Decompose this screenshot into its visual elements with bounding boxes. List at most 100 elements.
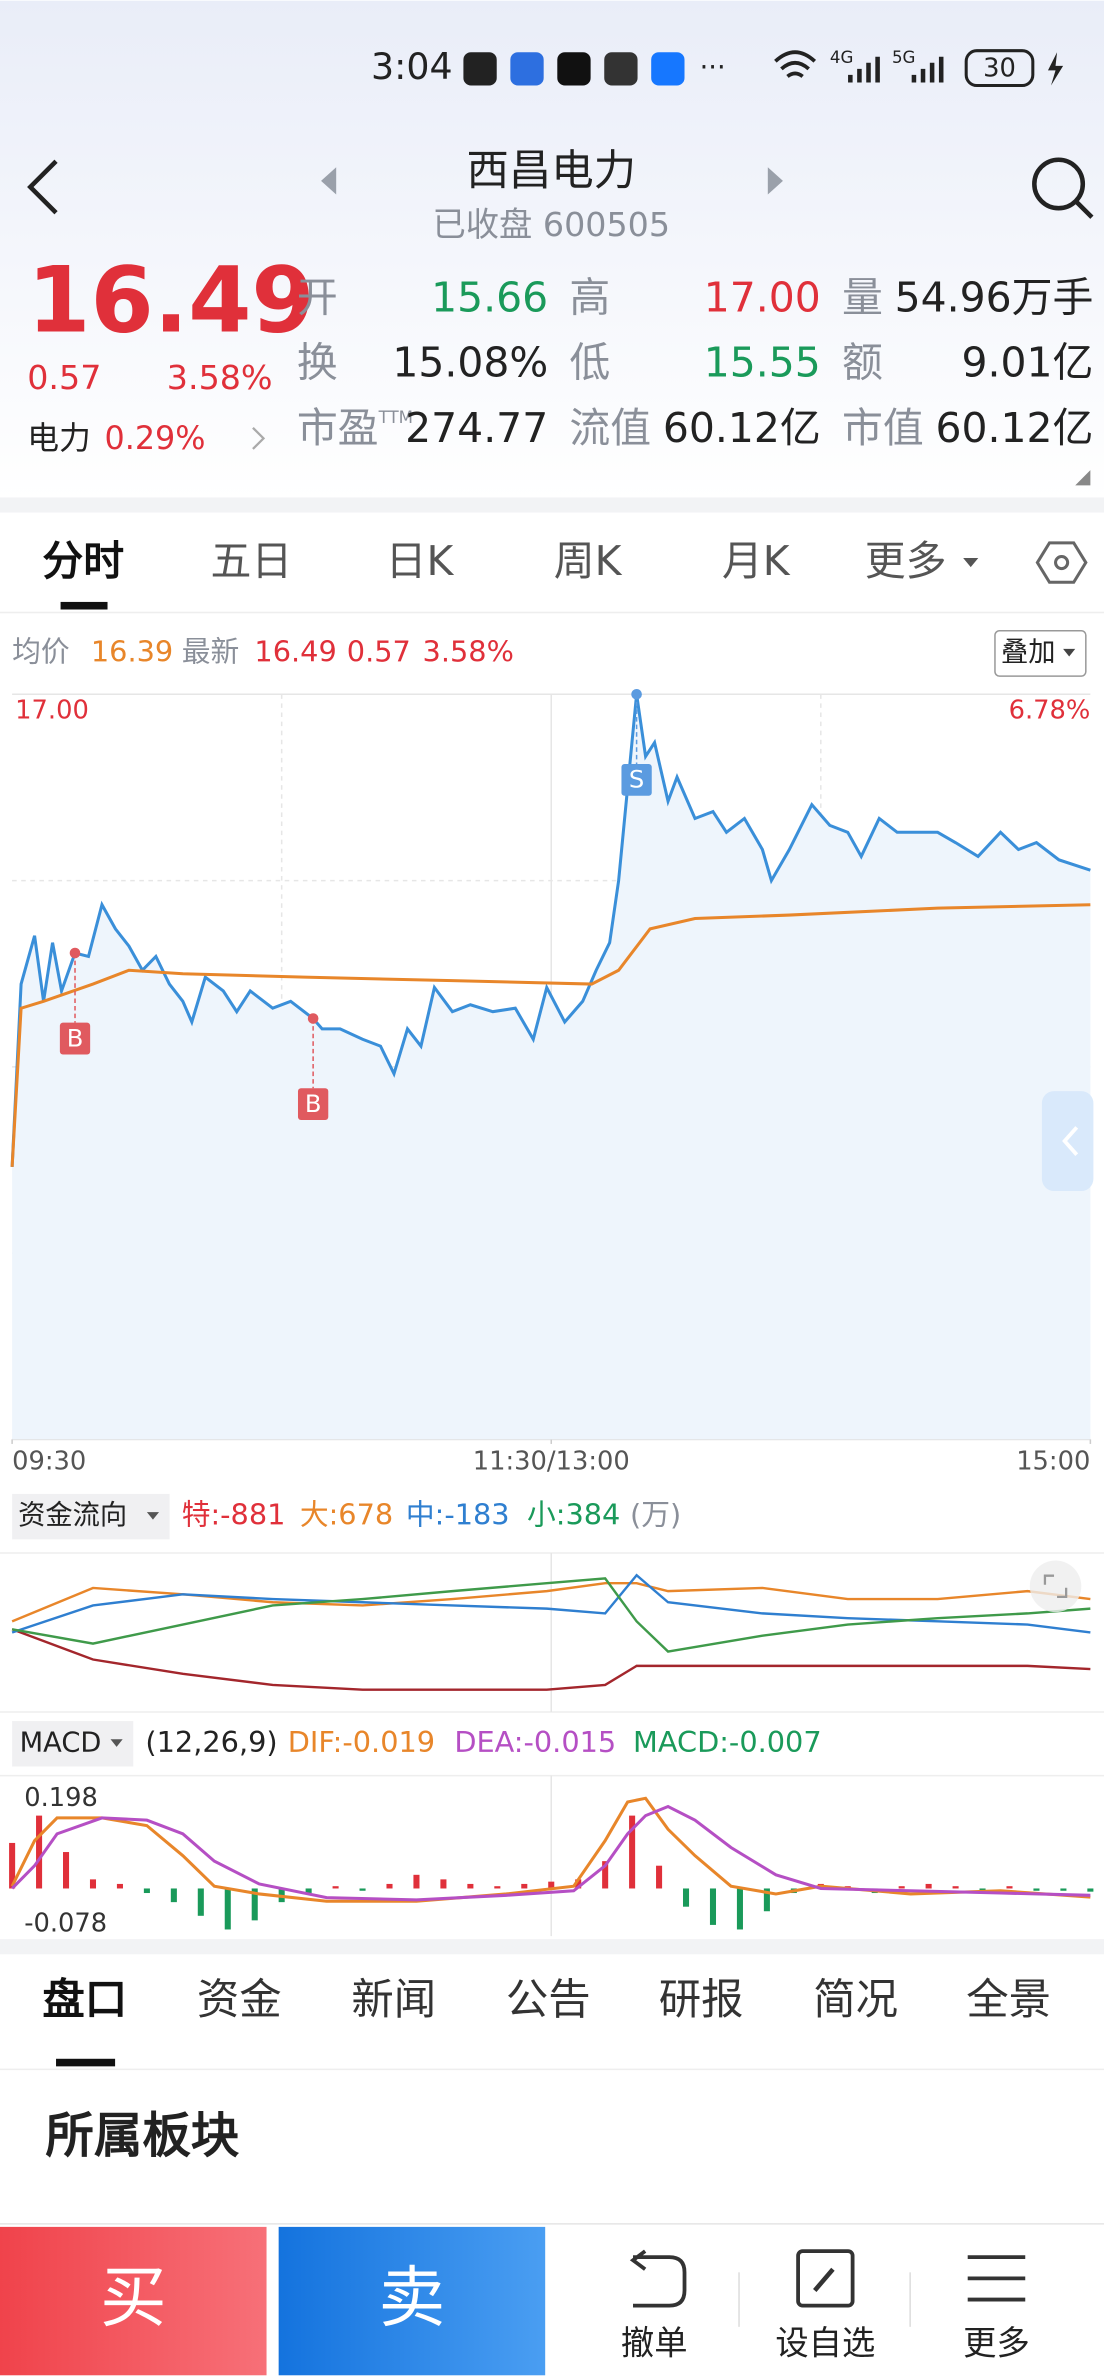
detail-tab[interactable]: 盘口 <box>42 1975 127 2024</box>
side-tab-arrow <box>1062 1126 1079 1156</box>
macd-bar <box>1006 1886 1013 1889</box>
stat-label: 开 <box>297 274 338 322</box>
macd-bar <box>386 1883 393 1889</box>
fullscreen-button[interactable] <box>1029 1560 1082 1613</box>
tool-label[interactable]: 撤单 <box>621 2324 688 2363</box>
buy-label: 买 <box>100 2259 167 2337</box>
macd-bar <box>709 1888 717 1925</box>
price-line <box>10 694 1091 1167</box>
price-area <box>12 694 1091 1440</box>
stat-value: 54.96万手 <box>895 274 1094 322</box>
detail-tab[interactable]: 研报 <box>659 1975 744 2024</box>
macd-bar <box>1087 1888 1094 1892</box>
macd-bar <box>305 1888 312 1894</box>
trade-point <box>631 689 642 700</box>
macd-bar <box>656 1865 663 1889</box>
stat-value: 15.08% <box>392 339 548 387</box>
stat-value: 15.55 <box>704 339 821 387</box>
fund-legend: 特:-881 <box>182 1498 286 1532</box>
legend-value: 16.39 <box>91 634 173 668</box>
cancel-icon <box>629 2249 687 2308</box>
detail-tab[interactable]: 公告 <box>506 1975 591 2024</box>
macd-bar <box>9 1842 16 1889</box>
sell-label: 卖 <box>379 2259 446 2337</box>
fund-selector[interactable] <box>12 1493 170 1540</box>
period-tab[interactable]: 分时 <box>42 537 124 585</box>
battery-level: 30 <box>983 53 1016 83</box>
flow-line <box>11 1628 1091 1691</box>
tool-label[interactable]: 设自选 <box>775 2324 875 2363</box>
back-button[interactable] <box>27 159 58 215</box>
stat-label: 换 <box>297 339 338 387</box>
legend-value: 16.49 <box>254 634 336 668</box>
period-tab[interactable]: 五日 <box>211 537 293 585</box>
x-tick-label: 09:30 <box>12 1447 86 1477</box>
fund-title: 资金流向 <box>18 1500 127 1531</box>
macd-line <box>11 1804 1091 1902</box>
watchlist-icon <box>796 2249 855 2308</box>
charging-icon <box>1047 52 1064 86</box>
macd-bar <box>521 1883 528 1889</box>
settings-button[interactable] <box>1035 541 1088 584</box>
tab-indicator <box>56 2058 116 2067</box>
macd-bar <box>251 1888 258 1921</box>
detail-tab[interactable]: 全景 <box>966 1975 1051 2024</box>
more-arrow <box>963 558 979 568</box>
period-tab[interactable]: 日K <box>386 537 455 585</box>
trade-badge <box>297 1088 329 1121</box>
tab-indicator <box>60 601 108 610</box>
period-tab[interactable]: 月K <box>722 537 791 585</box>
macd-bar <box>629 1815 636 1889</box>
clock: 3:04 <box>371 45 453 88</box>
macd-bar <box>952 1886 959 1889</box>
tool-label[interactable]: 更多 <box>963 2324 1030 2363</box>
fullscreen-icon <box>1043 1574 1068 1599</box>
network-5g: 5G <box>892 48 915 67</box>
y-tick-label: 17.00 <box>15 695 89 725</box>
macd-legend: DIF:-0.019 <box>288 1725 435 1759</box>
section-title: 所属板块 <box>45 2108 239 2164</box>
macd-bar <box>1033 1888 1040 1891</box>
period-tab[interactable]: 周K <box>554 537 623 585</box>
detail-tab[interactable]: 资金 <box>197 1975 282 2024</box>
buy-button[interactable] <box>0 2226 267 2376</box>
signal-1 <box>848 56 880 83</box>
separator <box>0 497 1104 513</box>
macd-bar <box>36 1815 43 1889</box>
stat-label: 量 <box>842 274 883 322</box>
macd-bar <box>602 1861 609 1889</box>
settings-dot <box>1054 554 1070 571</box>
stat-label: 市盈 <box>297 404 379 452</box>
prev-stock[interactable] <box>321 167 337 195</box>
side-tab[interactable] <box>1041 1091 1094 1192</box>
expand-corner[interactable] <box>1075 470 1091 486</box>
stat-value: 60.12亿 <box>935 404 1093 452</box>
macd-chart: 0.198 -0.078 <box>0 1774 1104 1939</box>
detail-tab[interactable]: 新闻 <box>351 1975 436 2024</box>
stock-code: 已收盘 600505 <box>432 205 670 244</box>
trade-label: B <box>305 1090 322 1118</box>
macd-bar <box>143 1888 150 1894</box>
macd-bar <box>467 1883 474 1889</box>
macd-bar <box>763 1888 770 1912</box>
sell-button[interactable] <box>278 2226 546 2376</box>
next-stock[interactable] <box>767 167 783 195</box>
stat-value: 9.01亿 <box>962 339 1094 387</box>
macd-arrow <box>110 1739 123 1747</box>
macd-bar <box>736 1888 743 1930</box>
macd-bar <box>979 1888 986 1891</box>
y2-tick-label: 6.78% <box>1009 695 1091 725</box>
trade-label: S <box>629 766 644 794</box>
detail-tab[interactable]: 简况 <box>813 1975 898 2024</box>
overlay-button[interactable] <box>994 629 1087 677</box>
separator <box>0 1939 1104 1955</box>
stat-label: 高 <box>569 274 610 322</box>
period-tab[interactable]: 更多 <box>865 537 947 585</box>
macd-selector[interactable] <box>12 1721 134 1767</box>
fund-legend: 大:678 <box>300 1498 393 1532</box>
macd-bar <box>575 1879 582 1889</box>
sector-arrow[interactable] <box>252 426 266 450</box>
search-button[interactable] <box>1032 157 1094 219</box>
header-bg <box>0 0 1104 501</box>
